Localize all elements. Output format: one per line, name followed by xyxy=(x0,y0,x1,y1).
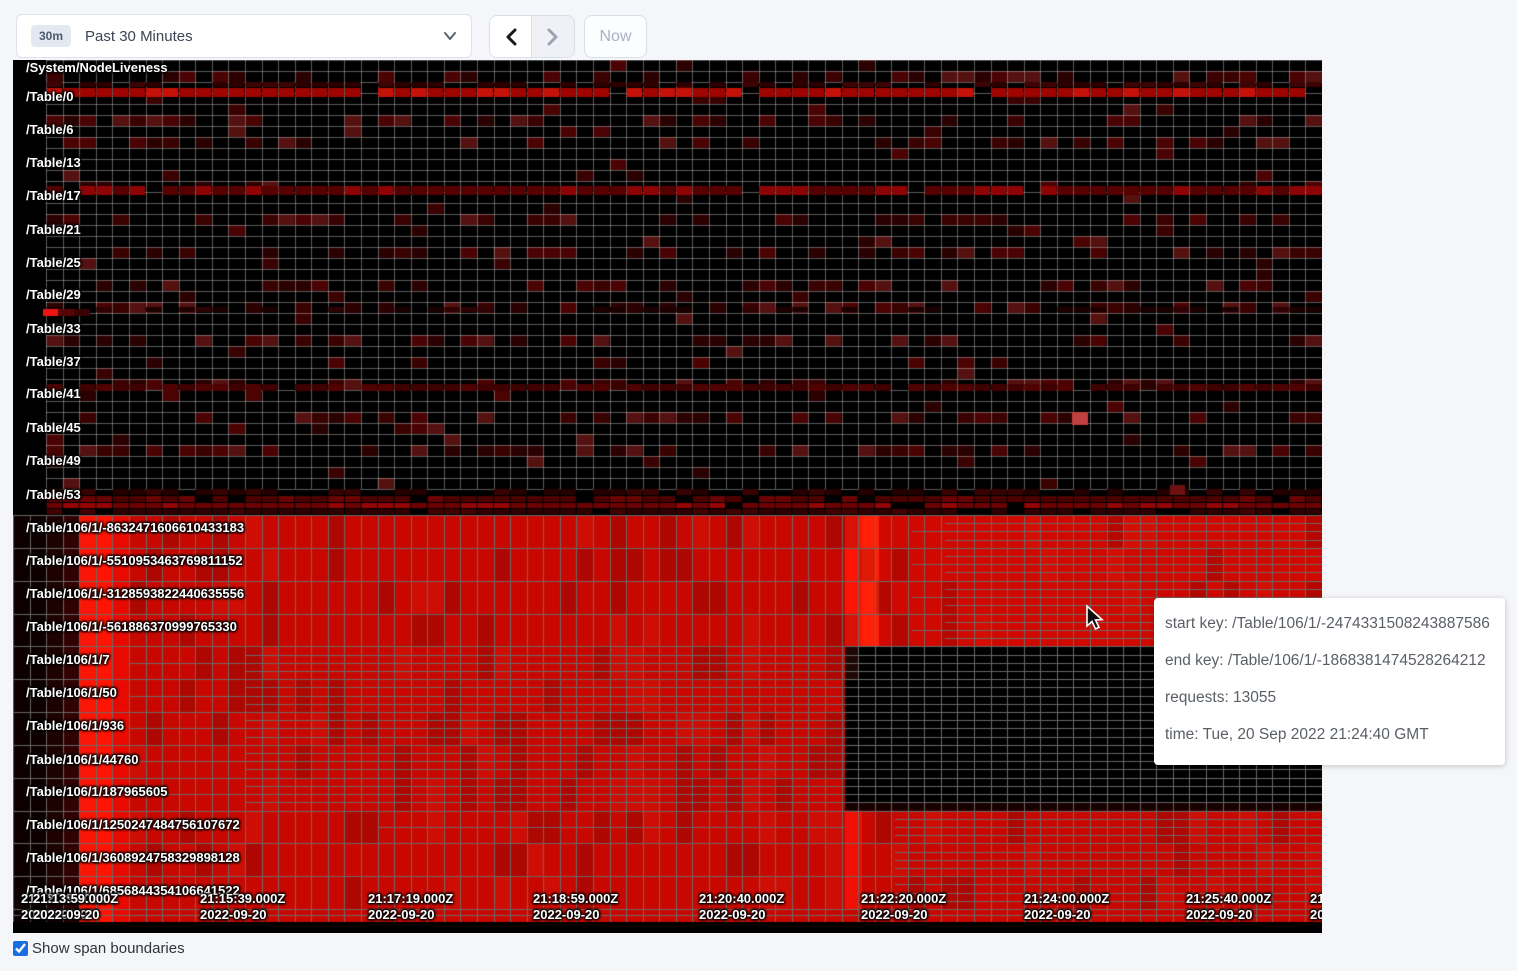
tooltip-end-key: end key: /Table/106/1/-18683814745282642… xyxy=(1165,652,1486,669)
chevron-left-icon xyxy=(506,28,516,45)
show-span-boundaries-checkbox[interactable] xyxy=(13,941,28,956)
footer-controls: Show span boundaries xyxy=(13,940,185,957)
tooltip-requests: requests: 13055 xyxy=(1165,689,1277,706)
tooltip-time: time: Tue, 20 Sep 2022 21:24:40 GMT xyxy=(1165,726,1429,743)
now-button[interactable]: Now xyxy=(584,15,647,58)
show-span-boundaries-label[interactable]: Show span boundaries xyxy=(32,940,185,957)
keyvis-heatmap[interactable]: /System/NodeLiveness/Table/0/Table/6/Tab… xyxy=(13,60,1322,933)
time-range-label: Past 30 Minutes xyxy=(85,27,193,45)
cell-tooltip: start key: /Table/106/1/-247433150824388… xyxy=(1154,598,1505,765)
prev-time-button[interactable] xyxy=(490,16,532,57)
next-time-button[interactable] xyxy=(532,16,574,57)
toolbar: 30m Past 30 Minutes Now xyxy=(0,0,1517,60)
chevron-down-icon xyxy=(444,32,456,40)
time-range-badge: 30m xyxy=(31,25,72,47)
time-range-dropdown[interactable]: 30m Past 30 Minutes xyxy=(16,14,472,58)
chevron-right-icon xyxy=(547,28,558,45)
tooltip-start-key: start key: /Table/106/1/-247433150824388… xyxy=(1165,615,1490,632)
keyvis-canvas[interactable] xyxy=(13,60,1322,933)
time-nav-group xyxy=(489,15,575,58)
